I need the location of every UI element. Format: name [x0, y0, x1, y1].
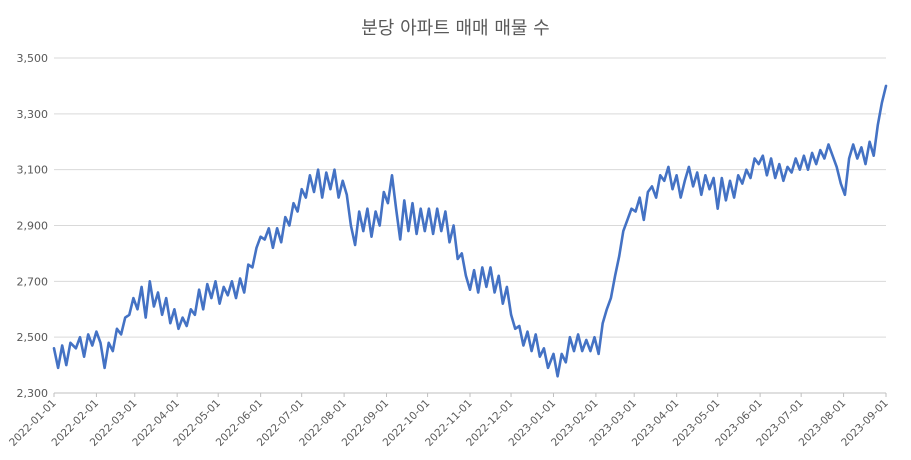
- y-tick-label: 3,100: [17, 164, 49, 177]
- y-tick-label: 3,500: [17, 52, 49, 65]
- gridlines: [54, 57, 886, 394]
- y-tick-label: 2,500: [17, 331, 49, 344]
- x-axis: [53, 392, 887, 397]
- y-tick-label: 2,900: [17, 220, 49, 233]
- chart-title: 분당 아파트 매매 매물 수: [361, 18, 550, 39]
- y-tick-label: 2,700: [17, 275, 49, 288]
- y-tick-label: 2,300: [17, 387, 49, 400]
- series-line: [52, 84, 888, 378]
- y-tick-label: 3,300: [17, 108, 49, 121]
- y-axis: 2,300 2,500 2,700 2,900 3,100 3,300 3,500: [17, 52, 49, 400]
- series-layer: [52, 84, 888, 378]
- x-axis-tick-labels: 2022-01-012022-02-012022-03-012022-04-01…: [7, 397, 891, 449]
